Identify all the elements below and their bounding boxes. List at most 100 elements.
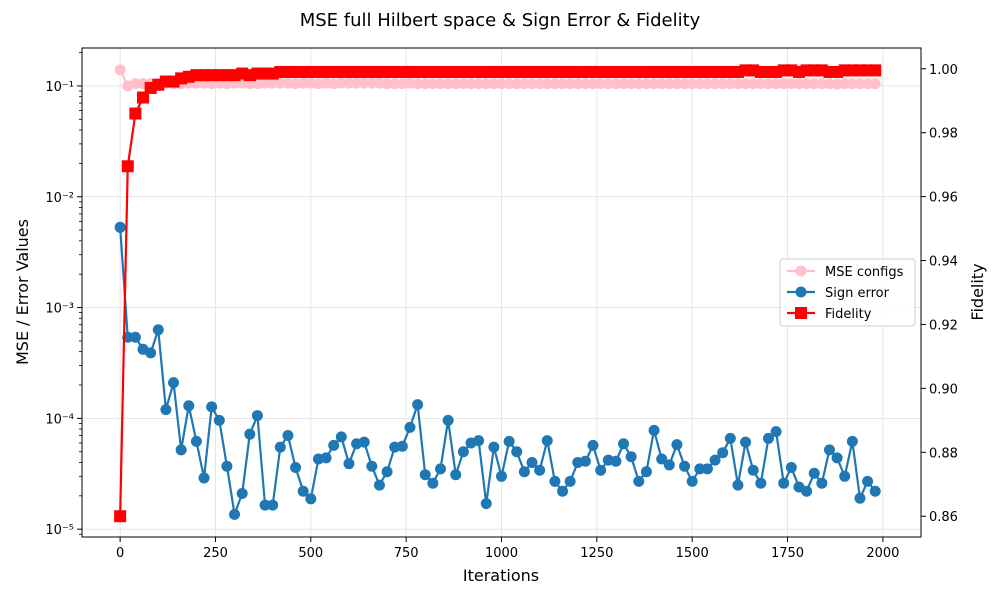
data-point xyxy=(244,428,256,440)
data-point xyxy=(549,475,561,487)
data-point xyxy=(740,78,752,90)
y-tick-label: 10⁻⁴ xyxy=(45,412,74,427)
data-point xyxy=(816,78,828,90)
data-point xyxy=(320,452,332,464)
chart-title: MSE full Hilbert space & Sign Error & Fi… xyxy=(300,10,701,31)
x-axis-label: Iterations xyxy=(463,566,539,585)
data-point xyxy=(442,78,454,90)
data-point xyxy=(259,77,271,89)
data-point xyxy=(396,440,408,452)
legend-label: Fidelity xyxy=(825,307,872,322)
data-point xyxy=(648,424,660,436)
data-point xyxy=(526,456,538,468)
data-point xyxy=(503,435,515,447)
data-point xyxy=(724,432,736,444)
data-point xyxy=(511,78,523,90)
data-point xyxy=(839,78,851,90)
data-point xyxy=(572,78,584,90)
data-point xyxy=(366,77,378,89)
data-point xyxy=(267,499,279,511)
y-tick-label: 10⁻² xyxy=(45,191,74,206)
x-tick-label: 250 xyxy=(203,546,228,561)
data-point xyxy=(755,477,767,489)
data-point xyxy=(618,78,630,90)
data-point xyxy=(633,78,645,90)
data-point xyxy=(869,64,882,77)
data-point xyxy=(747,464,759,476)
data-point xyxy=(564,78,576,90)
data-point xyxy=(747,78,759,90)
data-point xyxy=(351,77,363,89)
data-point xyxy=(389,78,401,90)
data-point xyxy=(587,439,599,451)
data-point xyxy=(778,477,790,489)
data-point xyxy=(373,479,385,491)
data-point xyxy=(282,430,294,442)
data-point xyxy=(541,78,553,90)
data-point xyxy=(549,78,561,90)
data-point xyxy=(457,446,469,458)
x-tick-label: 0 xyxy=(116,546,124,561)
data-point xyxy=(869,78,881,90)
x-tick-label: 1750 xyxy=(771,546,804,561)
data-point xyxy=(648,78,660,90)
data-point xyxy=(496,470,507,482)
data-point xyxy=(518,78,530,90)
y-right-axis-ticks: 0.86 0.88 0.90 0.92 0.94 0.96 0.98 1.00 xyxy=(921,63,958,525)
data-point xyxy=(694,78,706,90)
data-point xyxy=(557,485,569,497)
data-point xyxy=(343,458,355,470)
x-tick-label: 750 xyxy=(394,546,419,561)
x-tick-label: 1250 xyxy=(580,546,613,561)
legend: MSE configs Sign error Fidelity xyxy=(779,258,916,327)
x-tick-label: 1000 xyxy=(485,546,518,561)
legend-label: MSE configs xyxy=(825,265,904,280)
data-point xyxy=(785,462,797,474)
data-point xyxy=(862,78,874,90)
y-tick-label: 10⁻¹ xyxy=(45,80,74,95)
data-point xyxy=(129,331,141,343)
data-point xyxy=(534,464,546,476)
data-point xyxy=(618,438,630,450)
legend-label: Sign error xyxy=(825,286,890,301)
data-point xyxy=(488,78,500,90)
data-point xyxy=(274,441,286,453)
data-point xyxy=(335,77,347,89)
data-point xyxy=(297,77,309,89)
data-point xyxy=(701,78,713,90)
data-point xyxy=(465,78,477,90)
data-point xyxy=(404,421,416,433)
data-point xyxy=(251,410,263,422)
data-point xyxy=(602,78,614,90)
data-point xyxy=(412,78,424,90)
x-tick-label: 1500 xyxy=(676,546,709,561)
data-point xyxy=(434,78,446,90)
data-point xyxy=(366,460,378,472)
data-point xyxy=(816,477,828,489)
data-point xyxy=(640,78,652,90)
data-point xyxy=(510,65,523,78)
data-point xyxy=(686,78,698,90)
y-right-tick-label: 0.88 xyxy=(929,446,958,461)
data-point xyxy=(488,441,500,453)
series-mse-configs xyxy=(114,64,881,92)
data-point xyxy=(297,485,309,497)
y-tick-label: 10⁻³ xyxy=(45,302,74,317)
data-point xyxy=(770,78,782,90)
data-point xyxy=(206,401,218,413)
data-point xyxy=(358,436,370,448)
data-point xyxy=(190,435,202,447)
data-point xyxy=(213,414,225,426)
data-point xyxy=(480,78,492,90)
data-point xyxy=(358,77,370,89)
data-point xyxy=(663,78,675,90)
data-point xyxy=(770,426,782,438)
data-point xyxy=(381,466,393,478)
y-right-tick-label: 1.00 xyxy=(929,63,958,78)
data-point xyxy=(434,463,446,475)
data-point xyxy=(679,78,691,90)
data-point xyxy=(755,78,767,90)
y-axis-label: MSE / Error Values xyxy=(13,219,32,365)
legend-swatch-marker xyxy=(795,307,807,319)
data-point xyxy=(290,462,302,474)
